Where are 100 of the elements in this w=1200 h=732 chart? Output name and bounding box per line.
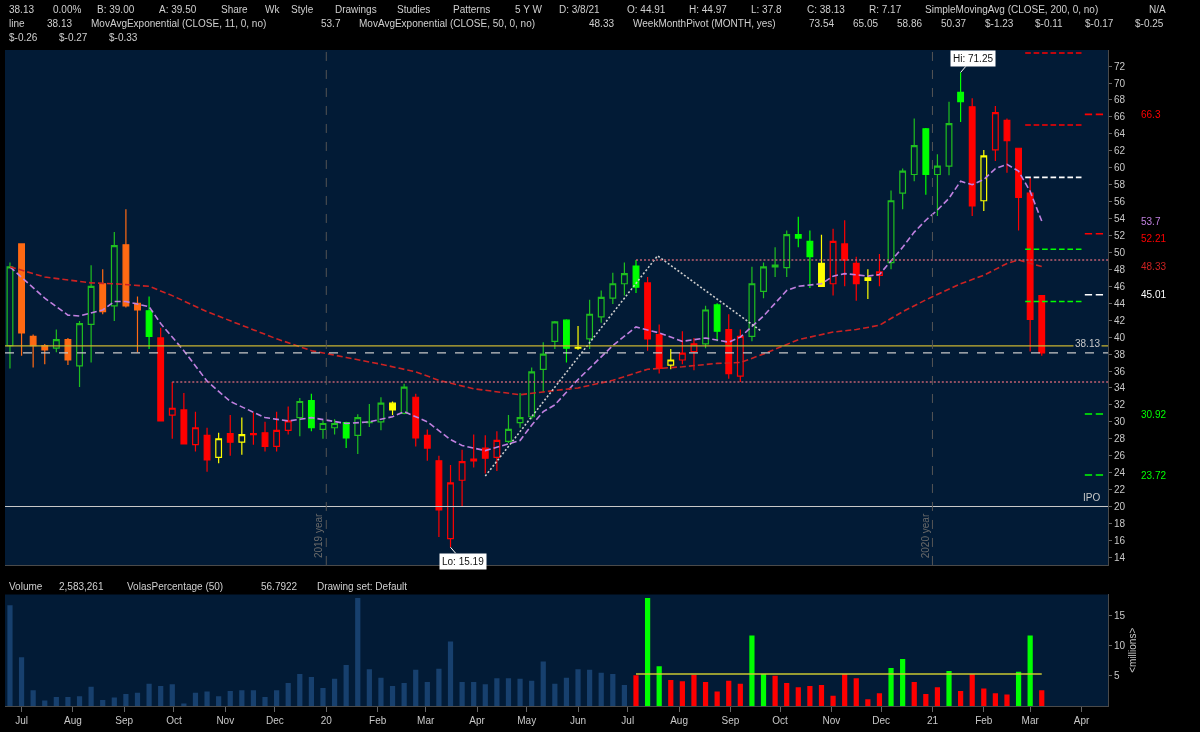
candlestick [307,393,315,432]
candlestick [852,256,860,302]
bar [853,678,859,706]
x-tick-label: Dec [266,715,284,726]
x-tick-label: May [517,715,537,726]
candlestick [389,400,396,416]
text: B: 39.00 [97,4,135,15]
bar [424,681,430,706]
text: MovAvgExponential (CLOSE, 50, 0, no) [359,18,536,29]
candlestick [1026,177,1034,353]
bar [134,692,141,706]
text: R: 7.17 [869,4,902,15]
bar [53,696,59,706]
bar [146,683,152,706]
y-tick-label: 28 [1114,433,1126,445]
y-tick-label: 14 [1114,551,1126,563]
candlestick [620,261,628,297]
candlestick [365,403,373,428]
candlestick [841,219,849,287]
text: Drawing set: Default [317,581,408,592]
text: 58.86 [897,18,923,29]
bar [285,683,291,706]
bar [343,665,349,706]
bar [111,697,117,706]
candlestick [18,243,25,357]
x-tick-label: Oct [772,715,789,726]
bar [644,598,651,706]
bar [274,690,280,706]
x-tick-label: Apr [1073,715,1090,726]
y-tick-label: 50 [1114,246,1126,258]
text: 23.72 [1141,470,1167,481]
y-tick-label: 72 [1114,60,1126,72]
annotation: Lo: 15.19 [442,556,485,567]
candlestick [899,167,907,210]
candlestick [597,289,605,324]
y-tick-label: 56 [1114,196,1126,208]
candlestick [586,299,594,350]
candlestick [99,268,107,315]
candlestick [470,433,478,469]
candlestick [377,396,385,431]
candlestick [910,118,918,182]
text: 73.54 [809,18,835,29]
candlestick [667,348,675,370]
text: L: 37.8 [751,4,783,15]
bar [726,680,732,706]
bar [1027,635,1033,706]
bar [876,693,883,706]
bar [216,696,222,706]
text: O: 44.91 [627,4,666,15]
ref-line-label: 38.13 [1075,338,1101,349]
bar [250,690,257,706]
text: WeekMonthPivot (MONTH, yes) [633,18,776,29]
bar [772,675,778,706]
candlestick [563,318,570,364]
y-tick-label: 22 [1114,484,1126,496]
candlestick [87,264,95,364]
y-tick-label: 10 [1114,640,1126,652]
x-tick-label: Mar [1021,715,1040,726]
bar [691,674,697,706]
candlestick [342,421,350,449]
y-tick-label: 32 [1114,399,1126,411]
bar [30,690,36,706]
bar [784,683,790,706]
bar [656,666,662,706]
text: Wk [265,4,281,15]
candlestick [829,228,837,297]
y-tick-label: 54 [1114,213,1126,225]
candlestick [1038,294,1046,357]
candlestick [702,305,709,349]
candlestick [806,229,814,289]
candlestick [192,411,199,453]
x-tick-label: Nov [822,715,841,726]
x-tick-label: Aug [64,715,82,726]
bar [749,635,755,706]
candlestick [922,127,930,196]
x-tick-label: Jul [15,715,28,726]
candlestick [261,421,269,453]
x-tick-label: Nov [216,715,235,726]
bar [158,686,164,706]
bar [900,658,906,706]
y-tick-label: 70 [1114,77,1126,89]
line-series [9,259,1043,396]
y-tick-label: 42 [1114,314,1126,326]
bar [308,677,314,706]
candlestick [713,302,721,342]
candlestick [157,327,165,422]
bar [505,678,512,706]
bar [760,674,767,706]
y-tick-label: 48 [1114,263,1126,275]
bar [1004,694,1010,706]
bar [668,680,674,706]
bar [888,668,894,706]
y-tick-label: 68 [1114,94,1126,106]
candlestick [748,266,756,342]
bar [934,687,941,706]
bar [946,671,952,706]
bar [702,681,709,706]
candlestick [226,414,234,457]
text: MovAvgExponential (CLOSE, 11, 0, no) [91,18,267,29]
y-tick-label: 18 [1114,517,1126,529]
